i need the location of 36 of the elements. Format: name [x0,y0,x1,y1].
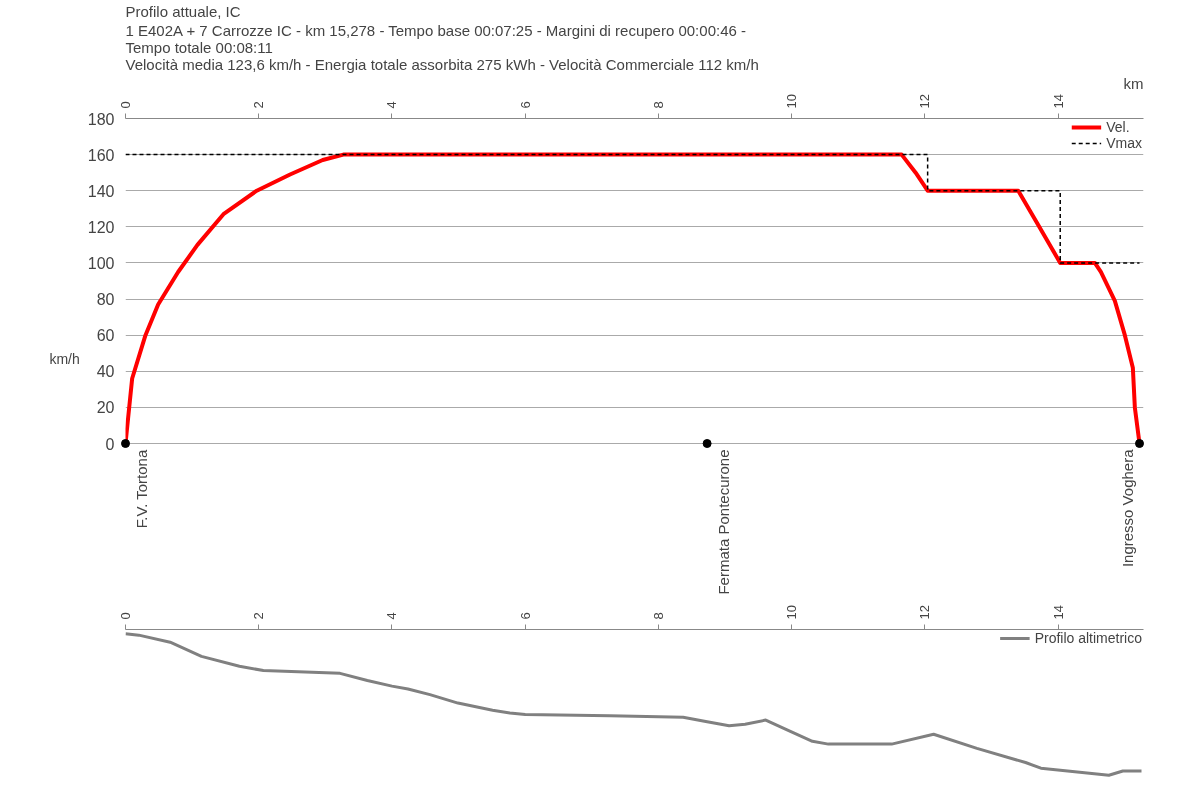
chart-subtitle: 1 E402A + 7 Carrozze IC - km 15,278 - Tempo base 00:07:25 - Margini di recupero 00:00:46 - Tempo totale 00:08:11 Velocità media 123,6 km/h - Energia totale assorbita 275 kWh - Velocità Commerciale 112 km/h [125,21,759,73]
legend-label: Vmax [1106,135,1142,151]
x-tick-label: 8 [650,101,666,109]
x-tick-label: 2 [251,612,267,620]
x-tick-label: 4 [384,101,400,109]
y-tick-label: 80 [96,291,115,309]
annotation: Fermata Pontecurone [714,449,732,595]
x-tick-label: 10 [784,94,800,109]
annotation: Ingresso Voghera [1119,448,1136,568]
x-tick-label: 12 [917,605,933,620]
x-tick-label: 10 [784,605,800,620]
x-tick-label: 8 [650,612,666,620]
x-tick-label: 12 [917,94,933,109]
x-tick-label: 0 [118,101,133,109]
x-tick-label: 6 [517,612,533,620]
x-tick-label: 14 [1050,94,1066,109]
y-tick-label: 180 [87,110,115,128]
y-tick-label: 100 [87,254,115,272]
annotation: F.V. Tortona [133,449,150,529]
y-tick-label: 120 [87,218,115,236]
y-tick-label: 40 [96,363,115,381]
x-tick-label: 0 [118,612,133,620]
chart-title: Profilo attuale, IC [125,2,241,20]
y-tick-label: 0 [105,435,115,453]
x-tick-label: 4 [384,612,400,620]
legend-label: Profilo altimetrico [1034,630,1142,646]
y-tick-label: 160 [87,146,115,164]
x-tick-label: 2 [251,101,267,109]
legend-label: Vel. [1106,119,1130,135]
y-tick-label: 20 [96,399,115,417]
y-tick-label: 140 [87,182,115,200]
y-tick-label: 60 [96,327,115,345]
x-axis-title: km [1123,74,1144,92]
y-axis-title: km/h [49,350,80,367]
x-tick-label: 14 [1050,605,1066,620]
x-tick-label: 6 [517,101,533,109]
